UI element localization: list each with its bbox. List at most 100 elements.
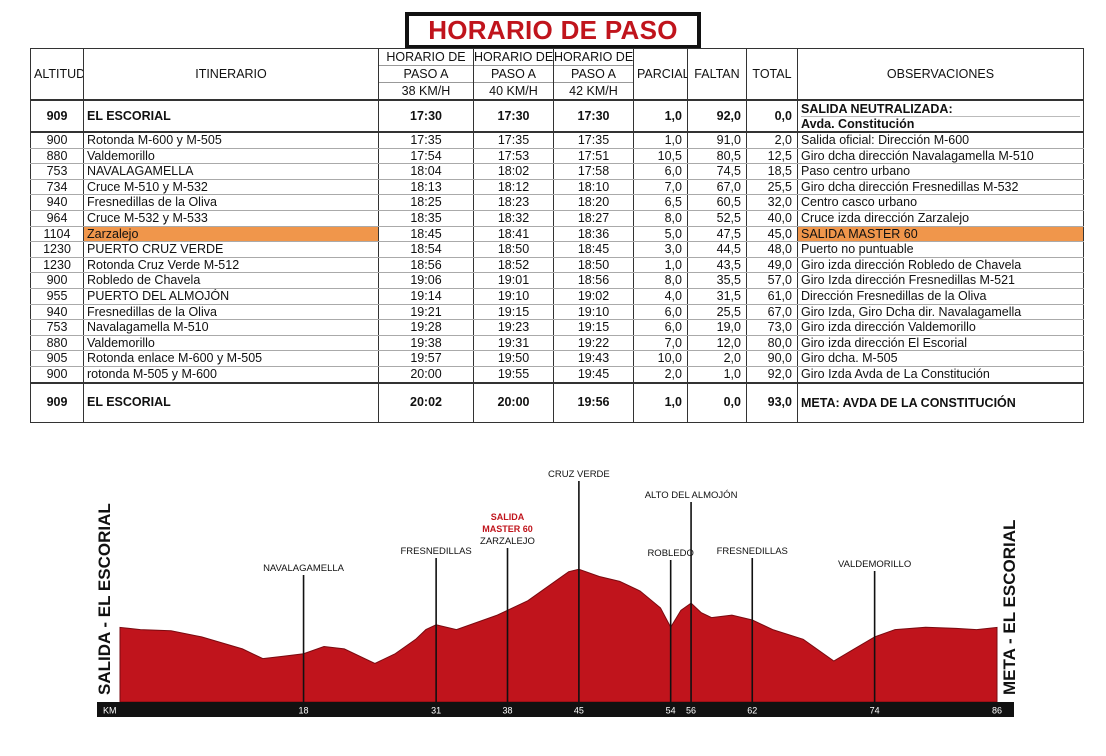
time-40-cell: 18:50 — [473, 241, 554, 258]
parcial-cell: 6,5 — [633, 194, 688, 211]
time-38-cell: 18:13 — [378, 179, 474, 196]
itinerary-cell: Robledo de Chavela — [83, 272, 379, 289]
table-row: 940 Fresnedillas de la Oliva 19:21 19:15 19:… — [30, 304, 1084, 321]
header-40-line3: 40 KM/H — [489, 84, 538, 98]
total-cell: 57,0 — [746, 272, 798, 289]
time-38-cell: 19:38 — [378, 335, 474, 352]
table-row: 734 Cruce M-510 y M-532 18:13 18:12 18:10 7,0… — [30, 179, 1084, 196]
time-40-cell: 18:02 — [473, 163, 554, 180]
observation-cell: SALIDA NEUTRALIZADA: Avda. Constitución — [797, 100, 1084, 133]
altitud-cell: 905 — [30, 350, 84, 367]
itinerary-cell: Valdemorillo — [83, 335, 379, 352]
time-38-cell: 19:06 — [378, 272, 474, 289]
time-40-cell: 18:52 — [473, 257, 554, 274]
table-row: 900 rotonda M-505 y M-600 20:00 19:55 19:45 2… — [30, 366, 1084, 384]
observation-cell: Paso centro urbano — [797, 163, 1084, 180]
table-row: 964 Cruce M-532 y M-533 18:35 18:32 18:27 8,0… — [30, 210, 1084, 227]
table-row: 955 PUERTO DEL ALMOJÓN 19:14 19:10 19:02 4,0 3… — [30, 288, 1084, 305]
faltan-cell: 60,5 — [687, 194, 747, 211]
faltan-cell: 2,0 — [687, 350, 747, 367]
marker-label: NAVALAGAMELLA — [263, 563, 345, 574]
time-40-cell: 18:41 — [473, 226, 554, 243]
header-38-line1: HORARIO DE — [379, 49, 473, 66]
km-tick-56: 56 — [686, 706, 696, 716]
time-42-cell: 19:45 — [553, 366, 634, 384]
time-42-cell: 19:43 — [553, 350, 634, 367]
altitud-cell: 909 — [30, 381, 84, 423]
time-42-cell: 18:36 — [553, 226, 634, 243]
table-row: 900 Rotonda M-600 y M-505 17:35 17:35 17:35 1… — [30, 132, 1084, 149]
itinerary-cell: PUERTO CRUZ VERDE — [83, 241, 379, 258]
observation-cell: Salida oficial: Dirección M-600 — [797, 132, 1084, 149]
header-42-line1: HORARIO DE — [554, 50, 634, 66]
time-38-cell: 20:02 — [378, 381, 474, 423]
km-tick-86: 86 — [992, 706, 1002, 716]
faltan-cell: 52,5 — [687, 210, 747, 227]
faltan-cell: 43,5 — [687, 257, 747, 274]
marker-highlight-label: SALIDA — [491, 512, 525, 522]
itinerary-cell: Valdemorillo — [83, 148, 379, 165]
time-38-cell: 18:35 — [378, 210, 474, 227]
header-42-line2: PASO A — [554, 66, 633, 83]
time-42-cell: 19:10 — [553, 304, 634, 321]
observation-cell: Giro izda dirección Valdemorillo — [797, 319, 1084, 336]
header-row: ALTITUD ITINERARIO HORARIO DE PASO A 38 … — [30, 48, 1084, 101]
observation-cell: Giro Izda Avda de La Constitución — [797, 366, 1084, 384]
km-tick-74: 74 — [870, 706, 880, 716]
total-cell: 73,0 — [746, 319, 798, 336]
table-row: 900 Robledo de Chavela 19:06 19:01 18:56 8,0 3… — [30, 272, 1084, 289]
altitud-cell: 964 — [30, 210, 84, 227]
observation-cell: Giro Izda, Giro Dcha dir. Navalagamella — [797, 304, 1084, 321]
altitud-cell: 753 — [30, 163, 84, 180]
time-40-cell: 18:23 — [473, 194, 554, 211]
total-cell: 67,0 — [746, 304, 798, 321]
parcial-cell: 1,0 — [633, 257, 688, 274]
itinerary-cell: Rotonda enlace M-600 y M-505 — [83, 350, 379, 367]
itinerary-cell: Cruce M-532 y M-533 — [83, 210, 379, 227]
header-parcial: PARCIAL — [633, 48, 688, 101]
km-axis-bar — [97, 702, 1014, 717]
faltan-cell: 35,5 — [687, 272, 747, 289]
header-42-line3: 42 KM/H — [569, 84, 618, 98]
schedule-body: 909 EL ESCORIAL 17:30 17:30 17:30 1,0 92,0 0,0 S… — [30, 100, 1084, 423]
title-box: HORARIO DE PASO — [405, 12, 701, 49]
observation-cell: Dirección Fresnedillas de la Oliva — [797, 288, 1084, 305]
marker-label: ZARZALEJO — [480, 536, 535, 547]
header-40-line2: PASO A — [474, 66, 553, 83]
right-side-label: META - EL ESCORIAL — [1000, 520, 1019, 695]
observation-cell: Giro izda dirección El Escorial — [797, 335, 1084, 352]
faltan-cell: 0,0 — [687, 381, 747, 423]
time-40-cell: 20:00 — [473, 381, 554, 423]
time-42-cell: 19:56 — [553, 381, 634, 423]
itinerary-cell: EL ESCORIAL — [83, 381, 379, 423]
elevation-profile: NAVALAGAMELLA FRESNEDILLAS ZARZALEJO SALIDA… — [95, 469, 1019, 717]
parcial-cell: 5,0 — [633, 226, 688, 243]
total-cell: 90,0 — [746, 350, 798, 367]
header-42kmh: HORARIO DE PASO A 42 KM/H — [553, 48, 634, 101]
altitud-cell: 734 — [30, 179, 84, 196]
altitud-cell: 940 — [30, 194, 84, 211]
km-tick-38: 38 — [503, 706, 513, 716]
km-tick-45: 45 — [574, 706, 584, 716]
itinerary-cell: Rotonda M-600 y M-505 — [83, 132, 379, 149]
time-42-cell: 17:58 — [553, 163, 634, 180]
parcial-cell: 2,0 — [633, 366, 688, 384]
time-40-cell: 17:53 — [473, 148, 554, 165]
altitud-cell: 753 — [30, 319, 84, 336]
left-side-label: SALIDA - EL ESCORIAL — [95, 503, 114, 695]
faltan-cell: 1,0 — [687, 366, 747, 384]
altitud-cell: 909 — [30, 100, 84, 133]
itinerary-cell: Fresnedillas de la Oliva — [83, 194, 379, 211]
table-row: 880 Valdemorillo 19:38 19:31 19:22 7,0 12,0 80,… — [30, 335, 1084, 352]
time-40-cell: 18:32 — [473, 210, 554, 227]
time-38-cell: 18:04 — [378, 163, 474, 180]
km-tick-18: 18 — [299, 706, 309, 716]
time-40-cell: 19:50 — [473, 350, 554, 367]
observation-cell: Centro casco urbano — [797, 194, 1084, 211]
table-row: 909 EL ESCORIAL 17:30 17:30 17:30 1,0 92,0 0,0 S… — [30, 100, 1084, 133]
observation-cell: Cruce izda dirección Zarzalejo — [797, 210, 1084, 227]
observation-cell: Giro dcha dirección Navalagamella M-510 — [797, 148, 1084, 165]
parcial-cell: 6,0 — [633, 163, 688, 180]
time-38-cell: 18:54 — [378, 241, 474, 258]
table-row: 753 Navalagamella M-510 19:28 19:23 19:15 6,0… — [30, 319, 1084, 336]
